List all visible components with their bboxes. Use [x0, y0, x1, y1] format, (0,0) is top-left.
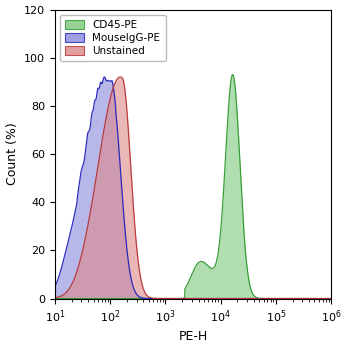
X-axis label: PE-H: PE-H — [178, 331, 208, 343]
Y-axis label: Count (%): Count (%) — [6, 123, 18, 185]
Legend: CD45-PE, MouseIgG-PE, Unstained: CD45-PE, MouseIgG-PE, Unstained — [60, 15, 166, 61]
